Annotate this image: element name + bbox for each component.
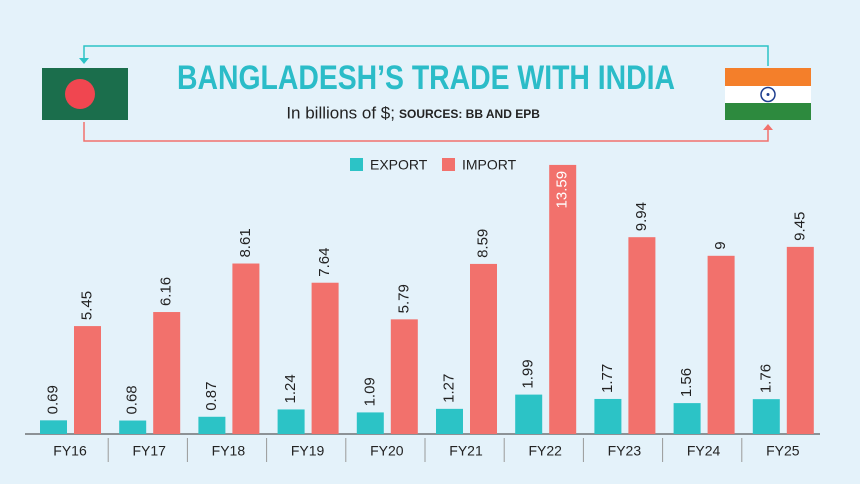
x-tick-label: FY17 (132, 443, 166, 459)
value-label: 9.45 (791, 212, 808, 241)
value-label: 5.79 (395, 284, 412, 313)
india-flag (725, 68, 811, 120)
bar (390, 319, 418, 434)
bar (40, 420, 67, 434)
value-label: 1.56 (678, 368, 695, 397)
value-label: 9.94 (633, 202, 650, 231)
arrow-line (83, 45, 769, 66)
value-label: 8.59 (474, 229, 491, 258)
value-label: 1.99 (520, 359, 537, 388)
chart-subtitle: In billions of $; (286, 103, 395, 122)
value-label: 9 (712, 241, 729, 249)
bar (153, 312, 181, 434)
legend-swatch (350, 158, 363, 171)
value-label: 7.64 (316, 248, 333, 277)
x-tick-label: FY22 (528, 443, 562, 459)
bar (594, 398, 622, 434)
x-tick-label: FY19 (291, 443, 325, 459)
value-label: 1.09 (361, 377, 378, 406)
bar (311, 282, 339, 434)
bar (628, 237, 656, 434)
bar (119, 420, 147, 434)
chart-title: BANGLADESH’S TRADE WITH INDIA (177, 59, 675, 97)
value-label: 13.59 (554, 171, 571, 209)
value-label: 1.27 (440, 374, 457, 403)
x-tick-label: FY23 (608, 443, 642, 459)
arrow-head (763, 124, 773, 130)
arrow-line (83, 122, 769, 142)
x-tick-label: FY20 (370, 443, 404, 459)
value-label: 1.24 (282, 374, 299, 403)
arrow-head (79, 58, 89, 64)
legend-swatch (442, 158, 455, 171)
legend-label: EXPORT (370, 157, 428, 173)
bar (436, 408, 463, 434)
value-label: 6.16 (158, 277, 175, 306)
value-label: 1.76 (757, 364, 774, 393)
bar (356, 412, 384, 434)
bangladesh-flag (42, 68, 128, 120)
bar (198, 416, 226, 434)
bar (232, 263, 260, 434)
bar (786, 246, 814, 434)
value-label: 1.77 (599, 364, 616, 393)
bar (74, 326, 101, 434)
x-tick-label: FY18 (212, 443, 246, 459)
bar (277, 409, 305, 434)
value-label: 0.68 (124, 385, 141, 414)
value-label: 8.61 (237, 228, 254, 257)
x-tick-label: FY16 (53, 443, 87, 459)
bar (549, 164, 577, 434)
x-tick-label: FY24 (687, 443, 721, 459)
x-tick-label: FY21 (449, 443, 483, 459)
bar (515, 394, 543, 434)
x-tick-label: FY25 (766, 443, 800, 459)
bar (707, 255, 735, 434)
chart-source: SOURCES: BB AND EPB (399, 107, 540, 121)
bar (470, 263, 497, 434)
value-label: 0.69 (44, 385, 61, 414)
legend-label: IMPORT (462, 157, 517, 173)
value-label: 0.87 (203, 382, 220, 411)
value-label: 5.45 (78, 291, 95, 320)
bar (752, 399, 780, 434)
bar (673, 403, 701, 434)
